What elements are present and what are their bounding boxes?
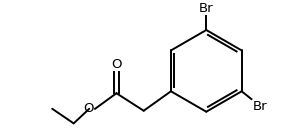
Text: Br: Br: [199, 2, 214, 15]
Text: O: O: [84, 102, 94, 115]
Text: O: O: [111, 58, 122, 71]
Text: Br: Br: [252, 100, 267, 113]
